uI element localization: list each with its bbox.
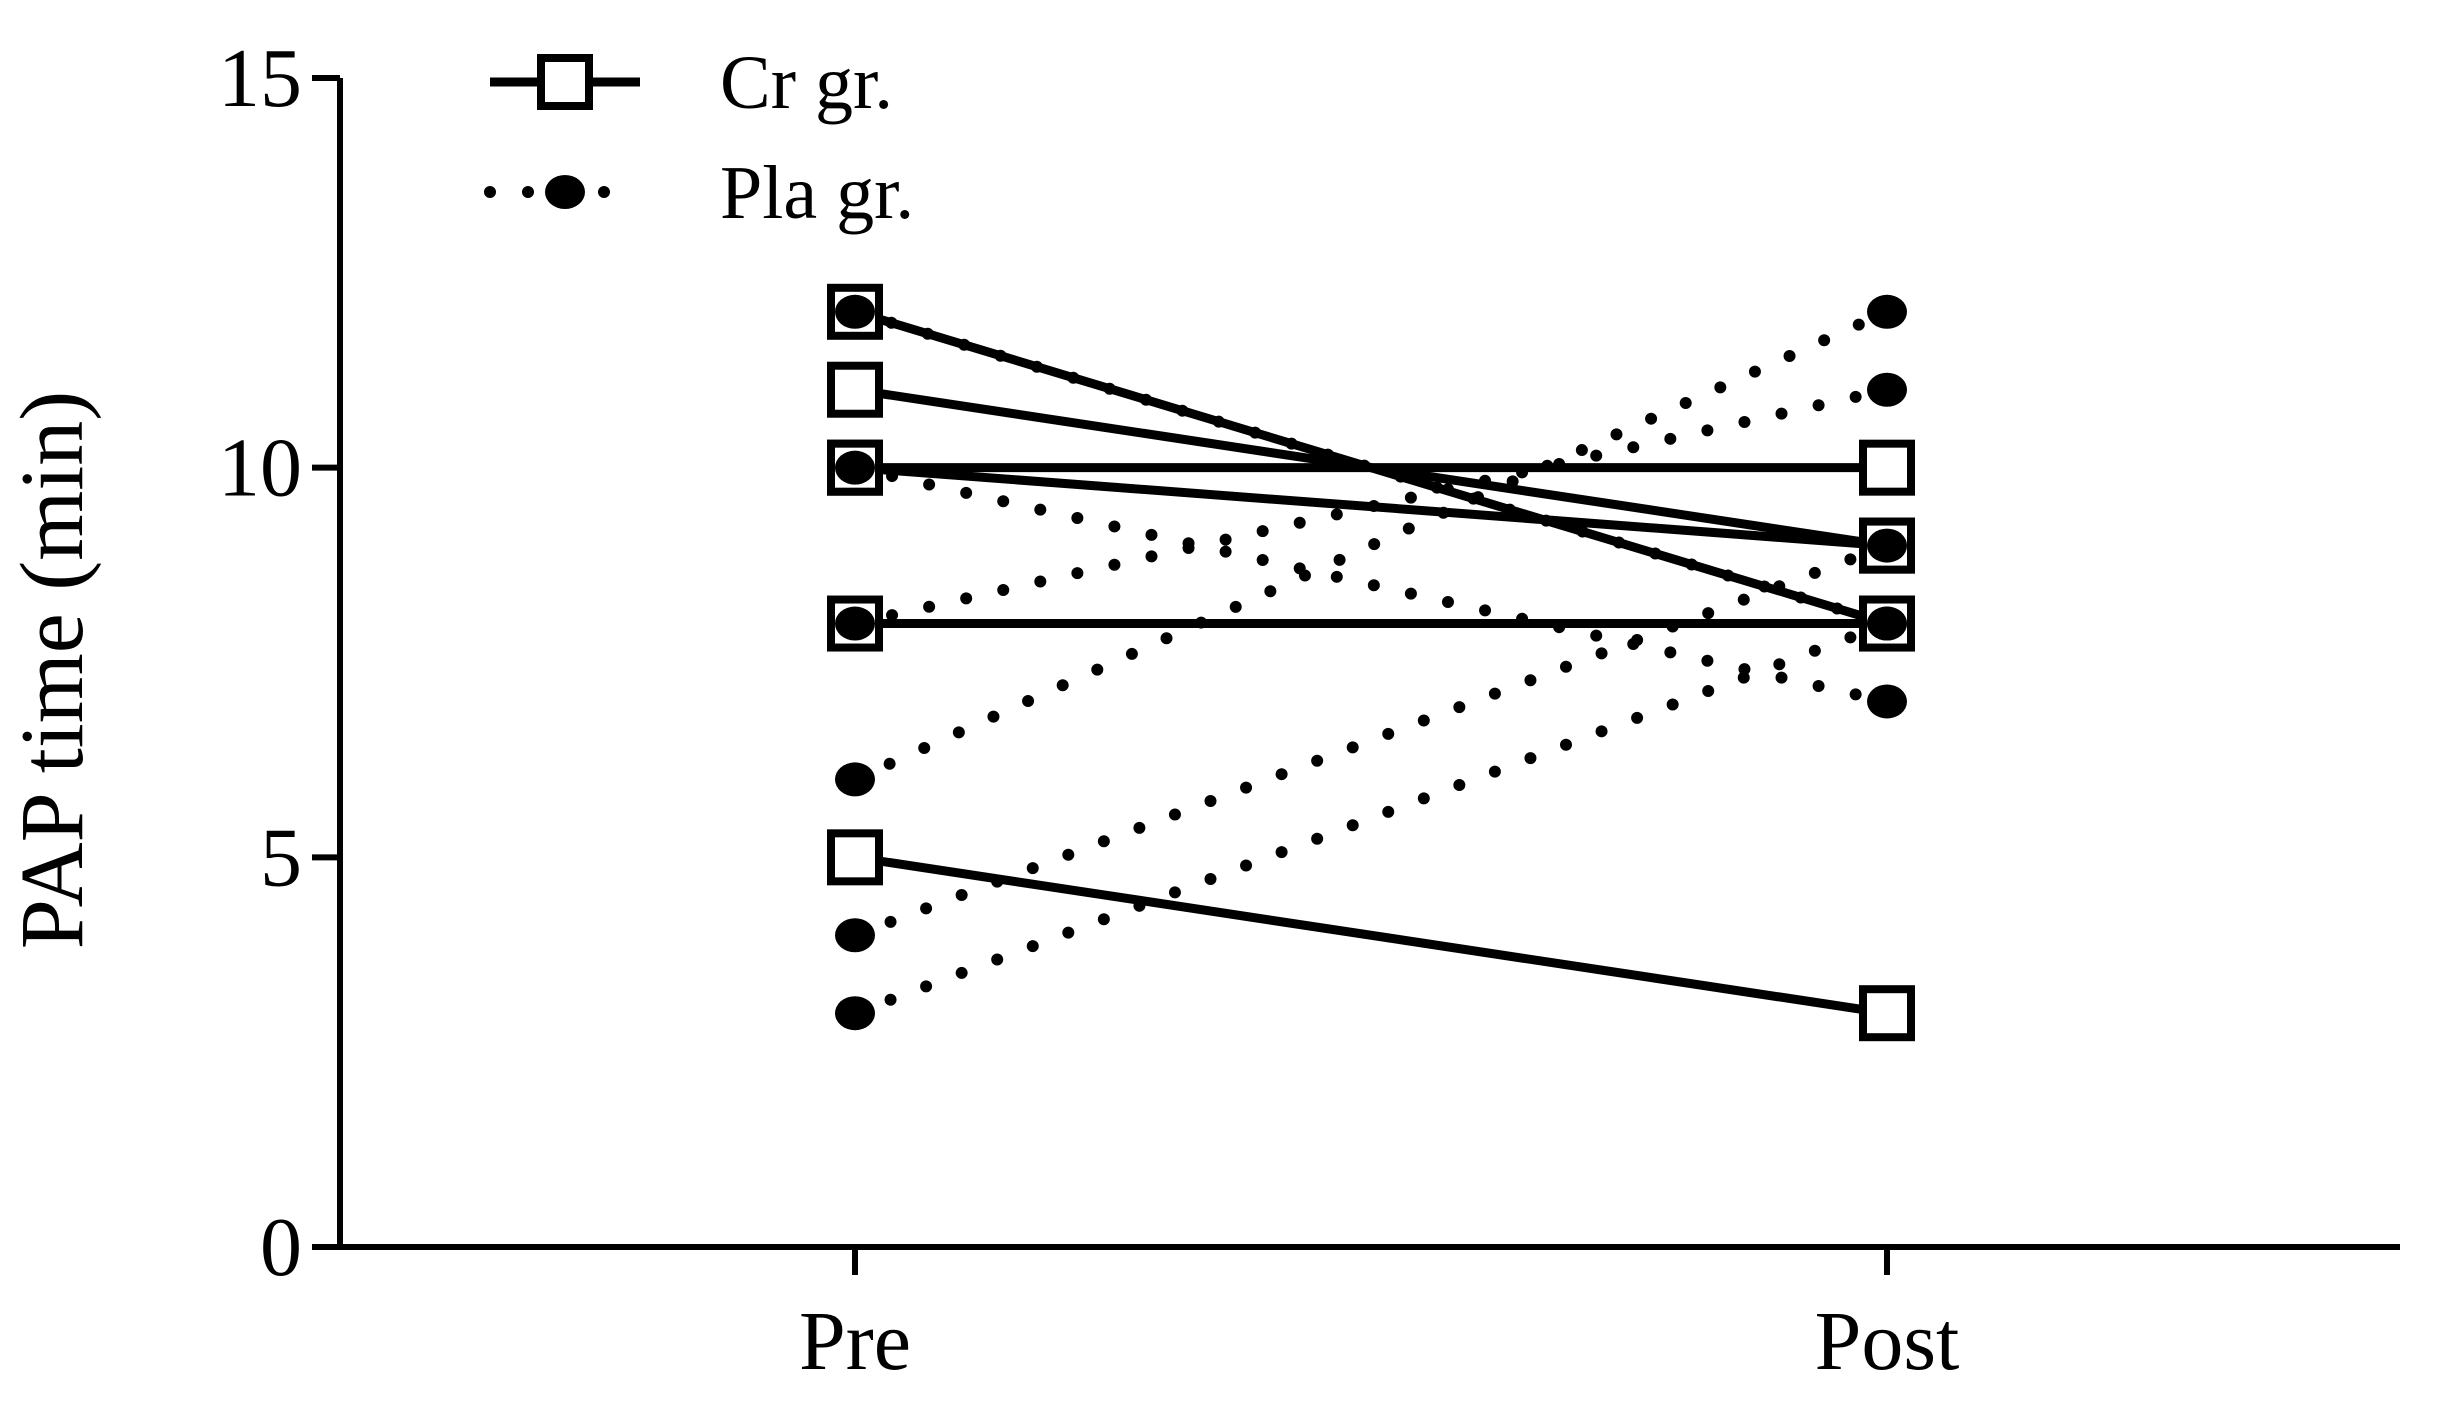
pla-point [835, 606, 875, 641]
y-tick-label: 0 [260, 1201, 302, 1294]
pla-point [1867, 294, 1907, 329]
pla-point [835, 762, 875, 797]
pla-point [835, 996, 875, 1031]
y-axis-title: PAP time (min) [3, 391, 102, 949]
cr-point [827, 361, 883, 418]
series-line-pla [849, 461, 1893, 708]
marker-layer [827, 283, 1915, 1042]
pla-point [1867, 684, 1907, 719]
pla-point [835, 294, 875, 329]
cr-point [827, 829, 883, 886]
pla-point [1867, 606, 1907, 641]
series-line-cr [854, 852, 1888, 1018]
legend-marker [545, 175, 585, 209]
y-tick-label: 10 [218, 422, 302, 515]
y-tick-label: 15 [218, 32, 302, 125]
series-line-pla [849, 305, 1893, 786]
pla-point [835, 918, 875, 953]
series-line-cr [854, 463, 1888, 551]
series-layer [849, 305, 1893, 1020]
y-tick-label: 5 [260, 811, 302, 904]
pla-point [835, 450, 875, 485]
cr-point [1859, 985, 1915, 1042]
pla-point [1867, 528, 1907, 563]
legend: Cr gr. Pla gr. [484, 41, 914, 235]
x-tick-label: Post [1815, 1295, 1960, 1388]
axes: 0 5 10 15 Pre Post [218, 32, 2400, 1388]
x-tick-label: Pre [799, 1295, 911, 1388]
legend-label: Cr gr. [720, 41, 893, 125]
cr-point [1859, 439, 1915, 496]
legend-label: Pla gr. [720, 151, 914, 235]
pla-point [1867, 372, 1907, 407]
series-line-pla [849, 617, 1893, 1020]
legend-marker [537, 54, 593, 110]
